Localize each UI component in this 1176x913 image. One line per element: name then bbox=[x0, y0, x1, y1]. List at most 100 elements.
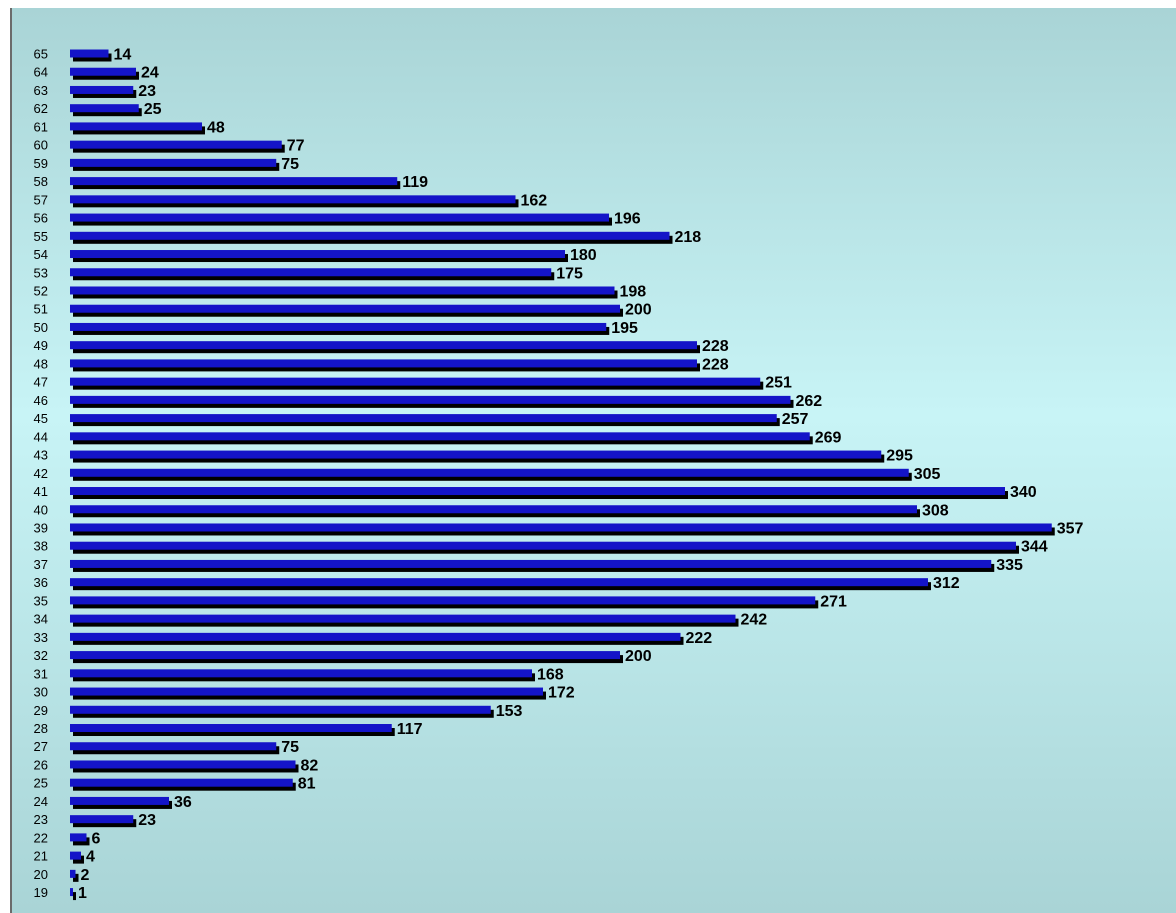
category-label: 19 bbox=[34, 885, 48, 900]
bar-row-33: 33 222 bbox=[34, 630, 713, 647]
value-label: 200 bbox=[625, 648, 652, 665]
value-label: 200 bbox=[625, 302, 652, 319]
category-label: 32 bbox=[34, 648, 48, 663]
bar-row-57: 57 162 bbox=[34, 192, 548, 209]
bar-row-28: 28 117 bbox=[34, 721, 423, 738]
value-label: 180 bbox=[570, 247, 597, 264]
bar-row-20: 20 2 bbox=[34, 867, 90, 884]
bar-row-27: 27 75 bbox=[34, 739, 300, 756]
value-label: 81 bbox=[298, 776, 316, 793]
bar bbox=[70, 414, 777, 423]
bar-row-42: 42 305 bbox=[34, 466, 941, 483]
bar bbox=[70, 286, 615, 295]
value-label: 77 bbox=[287, 138, 305, 155]
bar bbox=[70, 231, 670, 240]
category-label: 61 bbox=[34, 119, 48, 134]
bar-row-60: 60 77 bbox=[34, 138, 305, 155]
category-label: 41 bbox=[34, 484, 48, 499]
bar bbox=[70, 559, 992, 568]
value-label: 23 bbox=[138, 83, 156, 100]
bar-row-22: 22 6 bbox=[34, 830, 101, 847]
category-label: 34 bbox=[34, 612, 48, 627]
bar-row-58: 58 119 bbox=[34, 174, 429, 191]
category-label: 43 bbox=[34, 448, 48, 463]
value-label: 340 bbox=[1010, 484, 1037, 501]
category-label: 37 bbox=[34, 557, 48, 572]
bar bbox=[70, 596, 816, 605]
value-label: 198 bbox=[620, 283, 647, 300]
bar-shadow bbox=[73, 892, 76, 901]
bar-row-19: 19 1 bbox=[34, 885, 87, 902]
value-label: 295 bbox=[886, 448, 913, 465]
bar bbox=[70, 523, 1052, 532]
bar-row-48: 48 228 bbox=[34, 356, 729, 373]
bar bbox=[70, 487, 1005, 496]
bar-shadow bbox=[73, 873, 79, 882]
bar-row-41: 41 340 bbox=[34, 484, 1037, 501]
category-label: 33 bbox=[34, 630, 48, 645]
category-label: 46 bbox=[34, 393, 48, 408]
category-label: 52 bbox=[34, 283, 48, 298]
value-label: 168 bbox=[537, 666, 564, 683]
value-label: 6 bbox=[92, 830, 101, 847]
value-label: 196 bbox=[614, 211, 641, 228]
value-label: 14 bbox=[114, 47, 132, 64]
bar-row-64: 64 24 bbox=[34, 65, 159, 82]
value-label: 172 bbox=[548, 685, 575, 702]
value-label: 257 bbox=[782, 411, 809, 428]
category-label: 59 bbox=[34, 156, 48, 171]
value-label: 75 bbox=[281, 739, 299, 756]
category-label: 62 bbox=[34, 101, 48, 116]
category-label: 49 bbox=[34, 338, 48, 353]
bar bbox=[70, 632, 681, 641]
bar-row-24: 24 36 bbox=[34, 794, 192, 811]
bar bbox=[70, 687, 543, 696]
value-label: 119 bbox=[402, 174, 428, 191]
category-label: 45 bbox=[34, 411, 48, 426]
bar bbox=[70, 614, 736, 623]
bar bbox=[70, 341, 697, 350]
value-label: 242 bbox=[741, 612, 768, 629]
value-label: 335 bbox=[996, 557, 1023, 574]
bar-row-49: 49 228 bbox=[34, 338, 729, 355]
bar-row-56: 56 196 bbox=[34, 211, 641, 228]
category-label: 28 bbox=[34, 721, 48, 736]
bar-row-62: 62 25 bbox=[34, 101, 162, 118]
bar bbox=[70, 177, 398, 186]
category-label: 44 bbox=[34, 429, 48, 444]
category-label: 38 bbox=[34, 539, 48, 554]
bar bbox=[70, 468, 909, 477]
category-label: 48 bbox=[34, 356, 48, 371]
value-label: 218 bbox=[675, 229, 702, 246]
bar bbox=[70, 49, 109, 58]
bar-row-50: 50 195 bbox=[34, 320, 639, 337]
bar bbox=[70, 851, 81, 860]
value-label: 357 bbox=[1057, 520, 1084, 537]
category-label: 54 bbox=[34, 247, 48, 262]
bar-row-38: 38 344 bbox=[34, 539, 1048, 556]
category-label: 29 bbox=[34, 703, 48, 718]
category-label: 23 bbox=[34, 812, 48, 827]
value-label: 195 bbox=[611, 320, 638, 337]
value-label: 251 bbox=[765, 375, 792, 392]
category-label: 51 bbox=[34, 302, 48, 317]
value-label: 262 bbox=[796, 393, 823, 410]
bar bbox=[70, 541, 1016, 550]
bar-row-46: 46 262 bbox=[34, 393, 823, 410]
bar-row-59: 59 75 bbox=[34, 156, 300, 173]
bar-row-34: 34 242 bbox=[34, 612, 768, 629]
bar-row-35: 35 271 bbox=[34, 593, 848, 610]
bar bbox=[70, 742, 277, 751]
value-label: 228 bbox=[702, 356, 729, 373]
bar-row-61: 61 48 bbox=[34, 119, 225, 136]
category-label: 26 bbox=[34, 757, 48, 772]
bar-row-36: 36 312 bbox=[34, 575, 960, 592]
category-label: 24 bbox=[34, 794, 48, 809]
category-label: 22 bbox=[34, 830, 48, 845]
value-label: 308 bbox=[922, 502, 949, 519]
bar-row-63: 63 23 bbox=[34, 83, 157, 100]
category-label: 36 bbox=[34, 575, 48, 590]
value-label: 162 bbox=[521, 192, 548, 209]
bar-row-47: 47 251 bbox=[34, 375, 793, 392]
